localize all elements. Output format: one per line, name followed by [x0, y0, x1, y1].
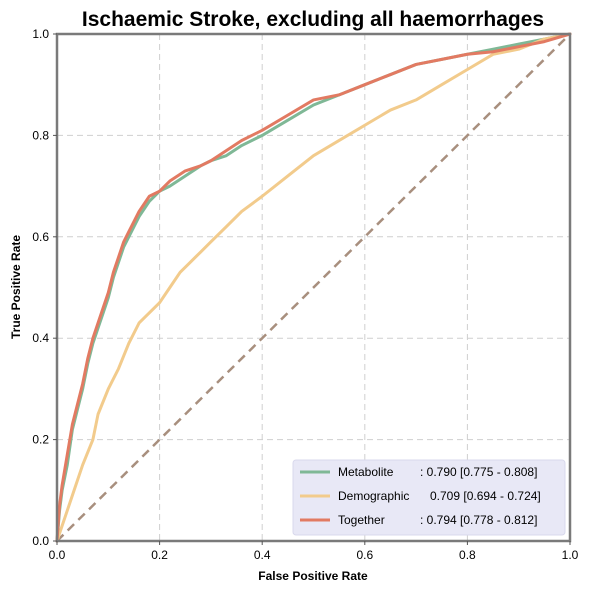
x-tick-label: 0.6 [356, 548, 373, 562]
x-ticks-layer: 0.0 0.2 0.4 0.6 0.8 1.0 [49, 541, 579, 562]
y-tick-label: 0.6 [32, 230, 49, 244]
chance-reference-line [56, 33, 571, 542]
legend-auc-together: : 0.794 [0.778 - 0.812] [420, 513, 537, 527]
legend-label-demographic: Demographic [338, 489, 409, 503]
x-tick-label: 1.0 [562, 548, 579, 562]
grid-layer [57, 34, 570, 541]
y-tick-label: 0.0 [32, 534, 49, 548]
legend-label-together: Together [338, 513, 385, 527]
x-axis-label: False Positive Rate [258, 569, 368, 583]
x-tick-label: 0.8 [459, 548, 476, 562]
x-tick-label: 0.2 [151, 548, 168, 562]
y-axis-label: True Positive Rate [9, 235, 23, 339]
y-tick-label: 0.8 [32, 128, 49, 142]
x-tick-label: 0.0 [49, 548, 66, 562]
legend-auc-demographic: 0.709 [0.694 - 0.724] [430, 489, 541, 503]
reference-layer [56, 33, 571, 542]
series-line-demographic [55, 32, 572, 543]
plot-frame [55, 32, 572, 543]
series-layer [55, 32, 572, 543]
y-tick-label: 0.4 [32, 331, 49, 345]
chart-title: Ischaemic Stroke, excluding all haemorrh… [82, 8, 544, 31]
y-ticks-layer: 0.0 0.2 0.4 0.6 0.8 1.0 [32, 27, 57, 548]
series-line-together [55, 32, 572, 543]
legend: Metabolite : 0.790 [0.775 - 0.808] Demog… [292, 459, 566, 536]
legend-label-metabolite: Metabolite [338, 465, 394, 479]
x-tick-label: 0.4 [254, 548, 271, 562]
legend-background [292, 459, 566, 536]
y-tick-label: 1.0 [32, 27, 49, 41]
y-tick-label: 0.2 [32, 433, 49, 447]
legend-auc-metabolite: : 0.790 [0.775 - 0.808] [420, 465, 537, 479]
